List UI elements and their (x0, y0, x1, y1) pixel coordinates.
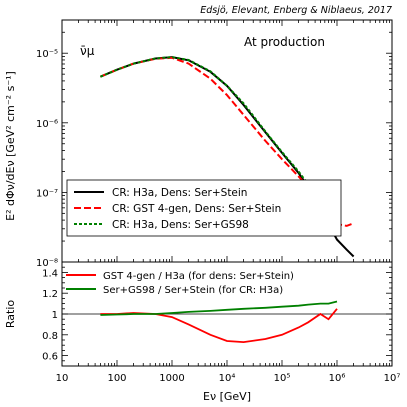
y-tick-label: 0.6 (42, 352, 58, 363)
y-tick-label: 10⁻⁶ (36, 119, 58, 130)
x-tick-label: 10⁵ (274, 373, 291, 384)
ratio-panel: 0.6 0.8 1 1.2 1.4 10 100 1000 10⁴ 10⁵ 10⁶ 10⁷ Rati… (4, 261, 401, 403)
ratio-series (100, 300, 338, 344)
ratio-axis-ticks (61, 261, 393, 367)
y-tick-label: 10⁻⁵ (36, 49, 58, 60)
credit-label: Edsjö, Elevant, Enberg & Niblaeus, 2017 (200, 5, 392, 16)
flux-series-line-3 (100, 56, 338, 236)
flux-legend-box (66, 179, 342, 237)
x-tick-labels: 10 100 1000 10⁴ 10⁵ 10⁶ 10⁷ (56, 373, 401, 384)
flux-legend: CR: H3a, Dens: Ser+Stein CR: GST 4-gen, D… (66, 179, 342, 237)
title-annotation: At production (244, 35, 325, 49)
x-tick-label: 10 (56, 373, 69, 384)
x-axis-label: Eν [GeV] (203, 390, 251, 403)
y-tick-label: 1.4 (42, 268, 58, 279)
ratio-y-axis-label: Ratio (4, 300, 17, 329)
flux-y-tick-labels: 10⁻⁸ 10⁻⁷ 10⁻⁶ 10⁻⁵ (36, 49, 58, 269)
x-tick-label: 1000 (159, 373, 184, 384)
y-tick-label: 10⁻⁸ (36, 258, 58, 269)
flux-legend-label: CR: H3a, Dens: Ser+Stein (112, 187, 247, 199)
y-tick-label: 1 (52, 310, 58, 321)
ratio-y-tick-labels: 0.6 0.8 1 1.2 1.4 (42, 268, 58, 362)
x-tick-label: 10⁷ (384, 373, 401, 384)
y-tick-label: 0.8 (42, 331, 58, 342)
x-tick-label: 100 (107, 373, 126, 384)
flux-y-axis-label: E² dΦν/dEν [GeV² cm⁻² s⁻¹] (4, 71, 17, 221)
ratio-legend-label: GST 4-gen / H3a (for dens: Ser+Stein) (103, 271, 294, 282)
y-tick-label: 10⁻⁷ (36, 188, 58, 199)
x-tick-label: 10⁶ (329, 373, 346, 384)
ratio-series-line-2 (100, 300, 338, 316)
flux-panel: 10⁻⁸ 10⁻⁷ 10⁻⁶ 10⁻⁵ ν̄μ At production E² dΦ… (4, 19, 393, 269)
flux-legend-label: CR: H3a, Dens: Ser+GS98 (112, 219, 249, 231)
flavor-annotation: ν̄μ (80, 44, 95, 58)
y-tick-label: 1.2 (42, 289, 58, 300)
ratio-legend: GST 4-gen / H3a (for dens: Ser+Stein) Ser… (66, 271, 294, 296)
ratio-legend-label: Ser+GS98 / Ser+Stein (for CR: H3a) (103, 285, 283, 296)
flux-legend-label: CR: GST 4-gen, Dens: Ser+Stein (112, 203, 281, 215)
x-tick-label: 10⁴ (219, 373, 236, 384)
